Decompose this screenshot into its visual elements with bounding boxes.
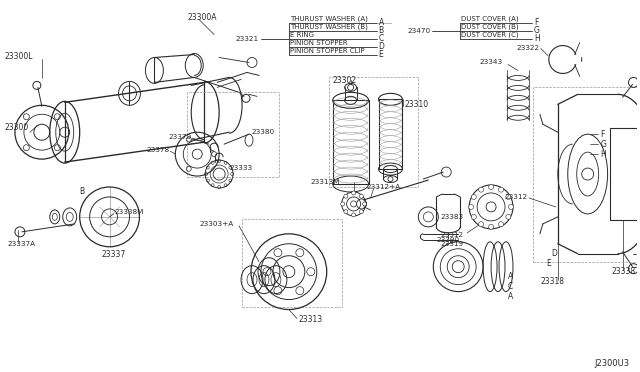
Text: 23333: 23333 [229,165,252,171]
Circle shape [488,185,493,189]
Text: 23390: 23390 [436,237,460,243]
Circle shape [468,205,474,209]
Circle shape [488,224,493,229]
Text: 23300L: 23300L [5,52,33,61]
Bar [329,77,419,187]
Circle shape [499,222,504,227]
Text: 23303+A: 23303+A [200,221,234,227]
Circle shape [471,214,476,219]
Text: DUST COVER (B): DUST COVER (B) [461,23,519,30]
Text: E: E [546,259,550,268]
Text: C: C [378,34,384,43]
Text: 23338: 23338 [612,267,636,276]
Text: 23300: 23300 [5,123,29,132]
Circle shape [509,205,513,209]
Text: 23318: 23318 [541,277,565,286]
Circle shape [360,194,364,198]
Text: 23302: 23302 [333,76,357,85]
Bar [533,87,637,262]
Text: J2300U3: J2300U3 [595,359,630,368]
Text: E RING: E RING [290,32,314,38]
Circle shape [506,214,511,219]
Text: D: D [378,42,385,51]
Text: 23337: 23337 [102,250,126,259]
Circle shape [340,202,345,206]
Text: G: G [600,140,607,149]
Circle shape [479,187,484,192]
Circle shape [479,222,484,227]
Text: E: E [378,50,383,59]
Text: 23321: 23321 [236,36,259,42]
Text: 23343: 23343 [480,60,503,65]
Circle shape [344,210,348,214]
Circle shape [344,194,348,198]
Text: H: H [534,34,540,43]
Text: 23378: 23378 [146,147,170,153]
Circle shape [360,210,364,214]
Text: D: D [551,249,557,258]
Text: 23313: 23313 [299,315,323,324]
Text: 23383: 23383 [440,214,463,220]
Circle shape [471,195,476,199]
Bar [242,219,342,307]
Text: A: A [378,18,384,27]
Text: PINION STOPPER CLIP: PINION STOPPER CLIP [290,48,365,54]
Circle shape [351,191,356,195]
Text: DUST COVER (A): DUST COVER (A) [461,15,519,22]
Circle shape [499,187,504,192]
Text: 23312: 23312 [440,232,463,238]
Text: PINION STOPPER: PINION STOPPER [290,39,348,45]
Text: 23379: 23379 [168,134,191,140]
Text: 23470: 23470 [407,28,430,33]
Text: 23322: 23322 [516,45,540,51]
Text: DUST COVER (C): DUST COVER (C) [461,31,519,38]
Text: C: C [508,282,513,291]
Text: A: A [508,292,513,301]
Circle shape [351,213,356,217]
Text: 23312+A: 23312+A [367,184,401,190]
Text: F: F [534,18,538,27]
Circle shape [506,195,511,199]
Text: 23319: 23319 [440,241,463,247]
Text: 23380: 23380 [251,129,274,135]
Text: 23300A: 23300A [188,13,217,22]
Text: 23313M: 23313M [310,179,340,185]
Text: THURUST WASHER (A): THURUST WASHER (A) [290,15,368,22]
Text: THURUST WASHER (B): THURUST WASHER (B) [290,23,368,30]
Bar [188,92,279,177]
Text: 23337A: 23337A [8,241,36,247]
Text: B: B [80,187,85,196]
Bar [610,128,639,220]
Text: F: F [600,130,605,139]
Circle shape [363,202,367,206]
Text: 23312: 23312 [505,194,528,200]
Text: 23310: 23310 [404,100,429,109]
Text: B: B [378,26,383,35]
Text: A: A [508,272,513,281]
Text: G: G [534,26,540,35]
Text: H: H [600,150,606,158]
Text: 23338M: 23338M [115,209,144,215]
